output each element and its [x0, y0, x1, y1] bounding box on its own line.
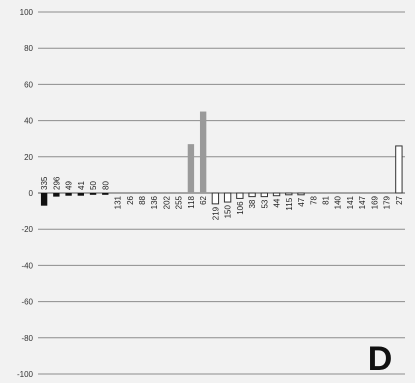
y-tick-label: 40: [24, 117, 33, 126]
bar: [65, 193, 72, 196]
bar: [211, 192, 220, 205]
bar: [77, 193, 84, 196]
category-label: 141: [346, 195, 355, 209]
bar: [260, 192, 268, 198]
y-tick-label: -60: [21, 298, 33, 307]
y-tick-label: -80: [21, 334, 33, 343]
category-label: 44: [273, 198, 282, 207]
category-label: 47: [297, 197, 306, 206]
category-label: 136: [150, 195, 159, 209]
bar: [40, 193, 48, 206]
category-label: 41: [77, 181, 86, 190]
category-label: 335: [40, 176, 49, 190]
bar: [89, 193, 97, 195]
category-label: 80: [101, 181, 110, 190]
bar: [223, 192, 232, 203]
y-axis-tick-labels: 100 80 60 40 20 0 -20 -40 -60 -80 -100: [17, 8, 34, 379]
category-label: 150: [224, 205, 233, 219]
category-label: 140: [334, 195, 343, 209]
category-label: 147: [358, 195, 367, 209]
category-label: 53: [260, 199, 269, 208]
category-label: 88: [138, 195, 147, 204]
category-label: 202: [162, 195, 171, 209]
category-label: 118: [187, 195, 196, 208]
category-label: 78: [309, 195, 318, 204]
category-label: 219: [211, 206, 220, 220]
category-label: 115: [285, 197, 294, 210]
bar: [297, 192, 305, 196]
category-label: 169: [370, 195, 379, 209]
bar: [395, 145, 403, 194]
y-tick-label: 100: [20, 8, 34, 17]
category-label: 27: [395, 195, 404, 204]
bar: [272, 192, 281, 197]
bar: [102, 193, 109, 195]
y-tick-label: 0: [29, 189, 34, 198]
bar: [53, 193, 60, 197]
panel-label: D: [368, 340, 393, 378]
bar: [248, 192, 256, 198]
bar: [187, 144, 195, 193]
category-label: 255: [175, 195, 184, 209]
category-label: 49: [65, 181, 74, 190]
y-tick-label: 80: [24, 44, 33, 53]
category-label: 296: [52, 176, 61, 190]
category-label: 38: [248, 199, 257, 208]
category-label: 62: [199, 195, 208, 204]
category-label: 179: [383, 195, 392, 209]
bar: [199, 111, 207, 193]
category-label: 26: [126, 195, 135, 204]
y-tick-label: -20: [21, 225, 33, 234]
category-label: 81: [321, 195, 330, 204]
y-tick-label: -40: [21, 261, 33, 270]
y-tick-label: -100: [17, 370, 34, 379]
bar: [285, 192, 293, 196]
gridlines: [38, 11, 405, 375]
category-label: 131: [114, 195, 123, 209]
bar: [236, 192, 244, 199]
y-tick-label: 20: [24, 153, 33, 162]
category-label: 50: [89, 181, 98, 190]
y-tick-label: 60: [24, 80, 33, 89]
category-label: 106: [236, 201, 245, 215]
bars: [40, 111, 403, 206]
